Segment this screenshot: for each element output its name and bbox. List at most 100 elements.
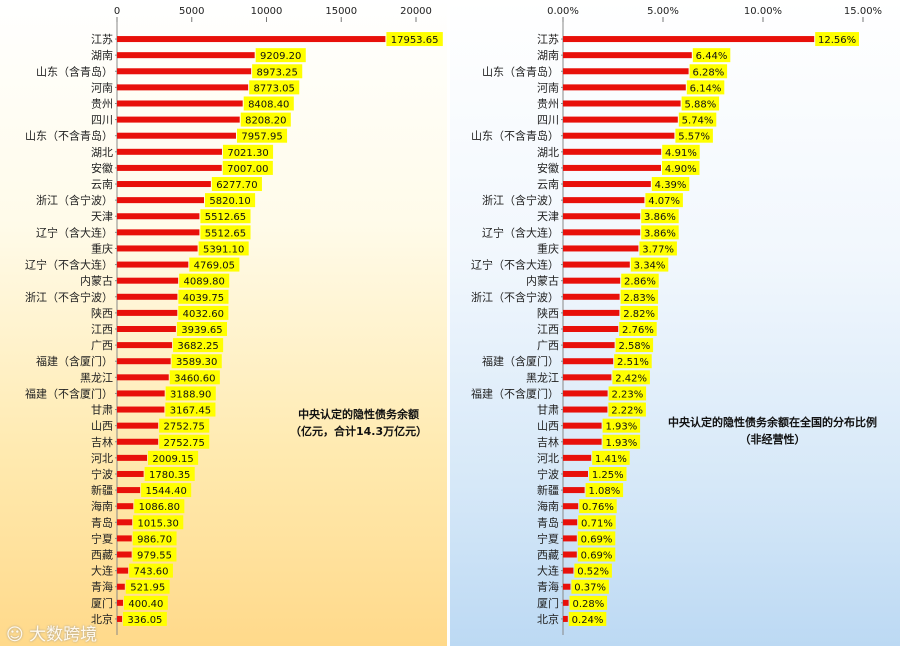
data-label-background	[200, 209, 251, 224]
data-label-background	[176, 322, 227, 336]
category-label: 贵州	[537, 97, 559, 110]
bar	[563, 567, 574, 574]
category-label: 江西	[91, 323, 113, 336]
bar	[117, 406, 165, 413]
watermark-logo-icon: ☺	[6, 625, 24, 645]
x-tick-label: 15000	[325, 6, 357, 17]
data-label: 6277.70	[216, 180, 257, 191]
data-label: 1.41%	[595, 454, 627, 465]
data-label-background	[578, 515, 616, 530]
data-label: 5512.65	[205, 228, 246, 239]
category-label: 海南	[537, 499, 559, 513]
data-label-background	[568, 611, 607, 626]
category-label: 厦门	[537, 596, 559, 610]
data-label: 3188.90	[170, 389, 211, 400]
bar	[117, 454, 148, 461]
data-label-background	[132, 531, 177, 546]
data-label-background	[815, 32, 859, 47]
debt-share-panel: 0.00% 5.00% 10.00% 15.00% 江苏 12.56% 湖南 6.44% 山东（…	[450, 0, 900, 646]
data-label-background	[641, 225, 679, 240]
category-label: 北京	[91, 612, 113, 626]
bar	[563, 438, 602, 445]
data-label-background	[692, 48, 731, 63]
bar	[563, 36, 815, 43]
category-label: 湖南	[537, 49, 559, 62]
debt-balance-title: 中央认定的隐性债务余额	[298, 408, 420, 421]
category-label: 湖北	[537, 146, 559, 159]
data-label-background	[171, 354, 222, 369]
data-label-background	[252, 64, 303, 79]
bar	[117, 599, 123, 606]
bar	[563, 406, 608, 413]
data-label-background	[574, 563, 612, 578]
bar	[563, 358, 614, 365]
category-label: 大连	[91, 564, 113, 578]
data-label-background	[129, 563, 173, 578]
data-label-background	[602, 434, 641, 449]
watermark-text: 大数跨境	[29, 625, 98, 645]
category-label: 陕西	[537, 306, 559, 320]
data-label: 2.51%	[617, 357, 649, 368]
category-label: 辽宁（含大连）	[482, 225, 559, 239]
debt-balance-chart: 0 5000 10000 15000 20000 江苏 17953.65 湖南 9209.20 山…	[25, 6, 443, 635]
bar	[563, 68, 689, 75]
category-label: 吉林	[91, 435, 113, 449]
bar	[563, 599, 569, 606]
category-label: 湖南	[91, 49, 113, 62]
x-tick-label: 15.00%	[844, 6, 882, 17]
data-label: 2752.75	[164, 422, 205, 433]
category-label: 吉林	[537, 435, 559, 449]
data-label-background	[681, 96, 720, 111]
category-label: 山东（不含青岛）	[25, 129, 113, 143]
data-label: 1780.35	[149, 470, 190, 481]
data-label-background	[211, 177, 262, 192]
bar	[563, 390, 608, 397]
data-label: 986.70	[137, 534, 172, 545]
debt-share-note: 中央认定的隐性债务余额在全国的分布比例 （非经营性）	[668, 414, 877, 448]
category-label: 四川	[91, 114, 113, 127]
data-label: 3.86%	[644, 212, 676, 223]
data-label-background	[222, 160, 273, 175]
data-label-background	[134, 499, 185, 514]
data-label: 5512.65	[205, 212, 246, 223]
data-label: 4.07%	[648, 196, 680, 207]
data-label-background	[169, 370, 220, 385]
category-label: 内蒙古	[526, 274, 559, 288]
bar	[117, 277, 179, 284]
data-label: 2.86%	[624, 277, 656, 288]
category-label: 青海	[91, 580, 113, 594]
category-label: 湖北	[91, 146, 113, 159]
data-label: 0.71%	[581, 518, 613, 529]
data-label: 3167.45	[170, 406, 211, 417]
bar	[563, 164, 661, 171]
category-label: 河南	[91, 81, 113, 94]
data-label-background	[200, 225, 251, 240]
data-label-background	[386, 32, 443, 47]
data-label: 0.37%	[574, 583, 606, 594]
bar	[563, 293, 620, 300]
data-label: 1.93%	[605, 422, 637, 433]
category-label: 宁波	[91, 467, 113, 481]
bar	[563, 229, 641, 236]
data-label: 3460.60	[174, 373, 215, 384]
bar	[563, 454, 592, 461]
data-label-background	[662, 144, 700, 159]
x-tick-label: 0	[114, 6, 120, 17]
category-label: 天津	[91, 210, 113, 223]
bar	[117, 100, 243, 107]
bar	[117, 422, 159, 429]
data-label: 2.58%	[618, 341, 650, 352]
category-label: 北京	[537, 612, 559, 626]
x-tick-label: 5000	[179, 6, 204, 17]
category-label: 大连	[537, 564, 559, 578]
data-label-background	[123, 595, 168, 610]
category-label: 安徽	[537, 161, 559, 175]
data-label: 3589.30	[176, 357, 217, 368]
data-label-background	[178, 289, 229, 304]
data-label: 6.28%	[692, 67, 724, 78]
category-label: 福建（不含厦门）	[25, 386, 113, 400]
data-label-background	[159, 418, 210, 433]
data-label: 7957.95	[241, 132, 282, 143]
bar	[563, 277, 621, 284]
data-label-background	[132, 547, 177, 562]
